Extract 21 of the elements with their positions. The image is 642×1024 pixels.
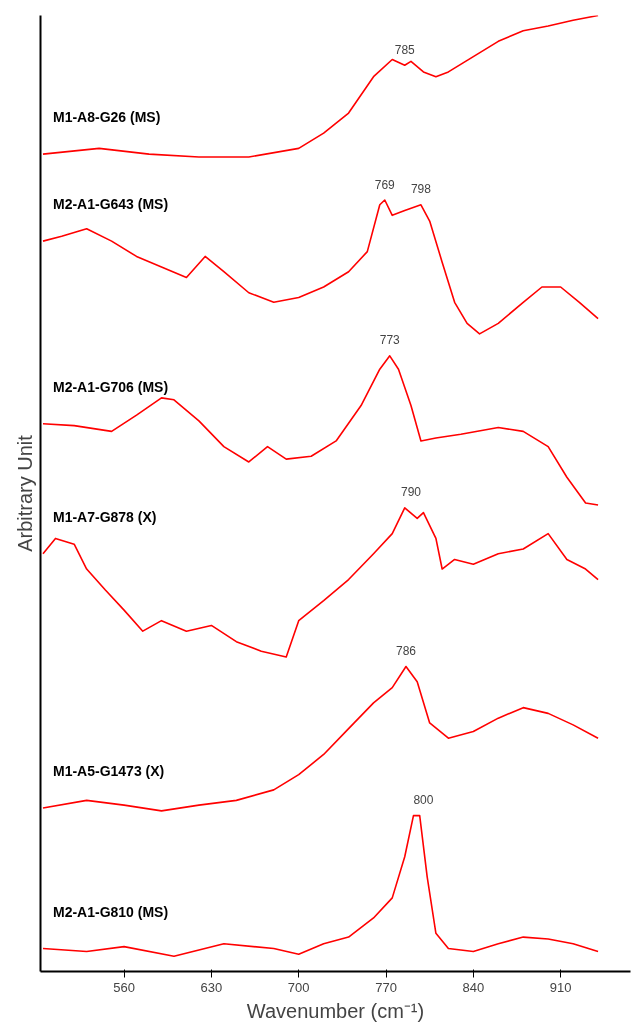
annotation: 786 (395, 644, 417, 659)
x-tick-label: 700 (287, 979, 310, 995)
annotation: 800 (413, 793, 434, 808)
y-axis-title: Arbitrary Unit (13, 434, 36, 552)
series-label: M1-A8-G26 (MS) (52, 109, 161, 126)
x-tick-label: 560 (113, 979, 135, 995)
annotation: 798 (410, 182, 432, 197)
x-tick-label: 910 (549, 979, 572, 995)
annotation: 769 (374, 177, 396, 192)
text: M2-A1-G810 (MS) (52, 903, 169, 920)
x-tick-label: 770 (375, 979, 397, 995)
x-axis-title: Wavenumber (cm⁻¹) (246, 999, 425, 1022)
series-label: M2-A1-G706 (MS) (52, 379, 169, 396)
annotation: 790 (400, 485, 422, 500)
x-tick-label: 840 (462, 979, 485, 995)
series-label: M2-A1-G643 (MS) (52, 196, 169, 213)
x-tick-label: 630 (200, 979, 223, 995)
annotation: 773 (379, 333, 401, 348)
annotation: 785 (394, 42, 416, 57)
series-label: M1-A7-G878 (X) (52, 509, 157, 526)
series-label: M1-A5-G1473 (X) (52, 763, 165, 780)
